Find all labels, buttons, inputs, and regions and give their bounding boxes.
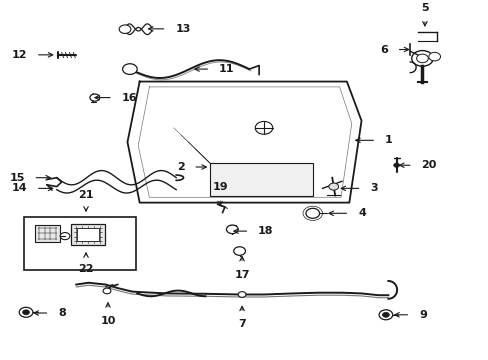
Text: 8: 8: [58, 308, 66, 318]
Text: 4: 4: [357, 208, 365, 218]
Text: 15: 15: [9, 173, 24, 183]
Circle shape: [226, 225, 238, 234]
Circle shape: [60, 233, 70, 240]
Text: 19: 19: [212, 182, 227, 192]
Bar: [35, 225, 60, 242]
Circle shape: [238, 292, 245, 297]
Text: 2: 2: [177, 162, 184, 172]
Circle shape: [233, 247, 245, 255]
Bar: [210, 163, 312, 195]
Text: 1: 1: [384, 135, 392, 145]
Polygon shape: [127, 82, 361, 203]
Text: 7: 7: [238, 319, 245, 329]
Text: 21: 21: [78, 190, 94, 200]
Bar: [77, 228, 99, 241]
Circle shape: [305, 208, 319, 218]
Text: 20: 20: [421, 160, 436, 170]
Circle shape: [411, 50, 432, 66]
Text: 10: 10: [100, 316, 116, 326]
Circle shape: [122, 64, 137, 75]
Circle shape: [22, 310, 29, 315]
Bar: [71, 224, 104, 245]
Circle shape: [378, 310, 392, 320]
Circle shape: [90, 94, 100, 101]
Circle shape: [328, 183, 338, 190]
Text: 9: 9: [418, 310, 426, 320]
Text: 17: 17: [234, 270, 249, 280]
Circle shape: [19, 307, 33, 317]
Text: 18: 18: [258, 226, 273, 236]
Text: 13: 13: [175, 24, 190, 34]
Text: 12: 12: [12, 50, 27, 60]
Circle shape: [119, 25, 131, 33]
Circle shape: [103, 288, 111, 294]
Text: 5: 5: [420, 3, 428, 13]
Circle shape: [393, 163, 399, 167]
Text: 6: 6: [379, 45, 387, 54]
Circle shape: [416, 54, 427, 63]
Text: 22: 22: [78, 264, 94, 274]
Circle shape: [382, 312, 388, 317]
Text: 11: 11: [219, 64, 234, 74]
Text: 14: 14: [11, 183, 27, 193]
Circle shape: [428, 52, 440, 61]
Bar: [24, 217, 136, 270]
Text: 3: 3: [369, 183, 377, 193]
Circle shape: [255, 121, 272, 134]
Text: 16: 16: [122, 93, 137, 103]
